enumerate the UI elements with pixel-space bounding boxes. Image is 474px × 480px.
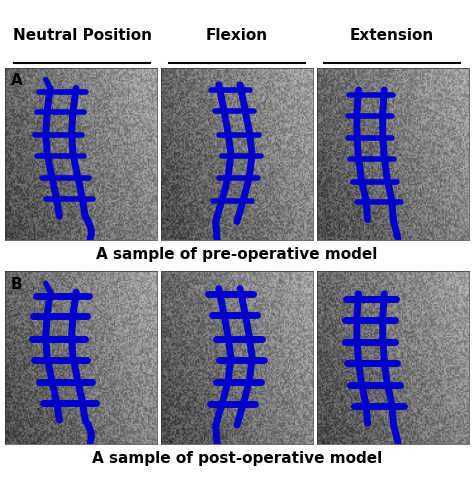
- Text: A sample of post-operative model: A sample of post-operative model: [92, 451, 382, 466]
- Text: A sample of pre-operative model: A sample of pre-operative model: [96, 247, 378, 262]
- Text: B: B: [11, 276, 22, 291]
- Text: Extension: Extension: [350, 28, 434, 43]
- Text: Neutral Position: Neutral Position: [13, 28, 152, 43]
- Text: Flexion: Flexion: [206, 28, 268, 43]
- Text: A: A: [11, 73, 23, 88]
